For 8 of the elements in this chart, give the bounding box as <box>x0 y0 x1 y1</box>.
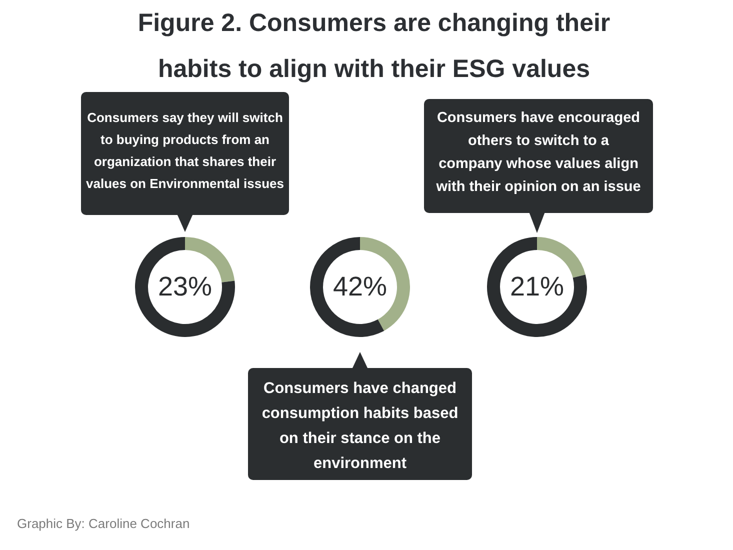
data-label: 42% <box>332 271 388 302</box>
text: Consumers say they will switch to buying products from an organization that shares their values on Environmental issues <box>85 109 285 193</box>
text: Consumers have changed consumption habits based on their stance on the environment <box>260 379 460 474</box>
text: Consumers have encouraged others to switch to a company whose values align with their opinion on an issue <box>436 109 642 197</box>
data-label: 23% <box>158 271 212 302</box>
text: Graphic By: Caroline Cochran <box>17 516 190 532</box>
data-label: 21% <box>510 271 564 302</box>
text: Figure 2. Consumers are changing their habits to align with their ESG values <box>136 8 612 85</box>
